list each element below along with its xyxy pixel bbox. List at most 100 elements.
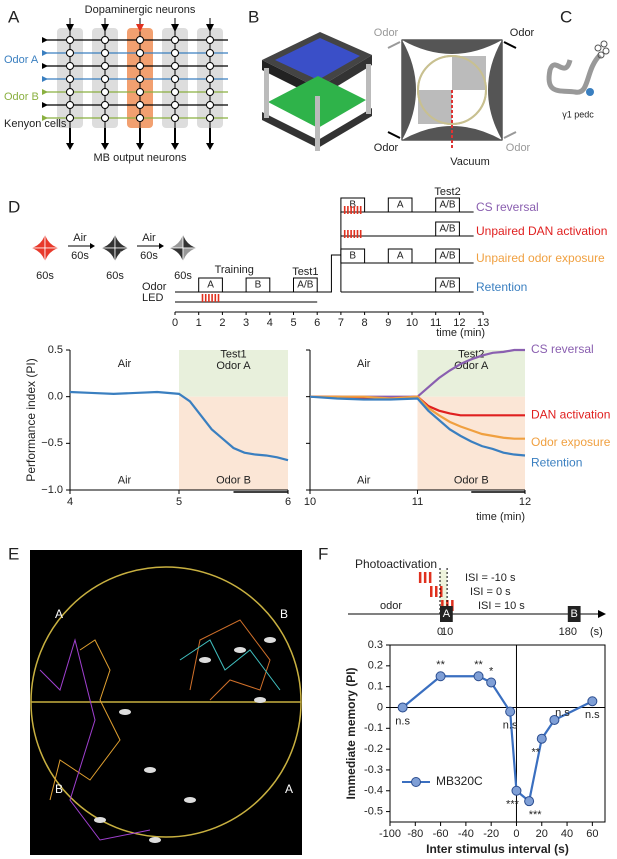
odor-label: odor [380, 600, 402, 612]
time-tick-label: 7 [338, 317, 344, 329]
point [536, 733, 547, 744]
trajectory [189, 619, 271, 701]
odor-box [198, 277, 223, 293]
photo-window [440, 570, 448, 614]
time-tick-label: 11 [430, 317, 441, 329]
odor-box [440, 606, 453, 622]
time-tick-label: 13 [477, 317, 489, 329]
x-tick-label: 11 [412, 496, 423, 508]
tick-label: 10 [441, 626, 453, 638]
series-line [310, 395, 525, 440]
x-tick-label: 5 [176, 496, 182, 508]
shade-odor-a [179, 350, 288, 397]
time-label: time (min) [436, 327, 485, 339]
odor-box-label: A [397, 200, 404, 211]
synapse [171, 62, 179, 70]
led-stripe [359, 206, 362, 214]
air-duration: 60s [71, 250, 89, 262]
synapse [171, 114, 179, 122]
odor-a-label: Odor A [4, 54, 39, 66]
x-tick-label: 40 [561, 828, 573, 840]
row-name: Unpaired DAN activation [476, 224, 607, 238]
odor-label: Odor [510, 27, 535, 39]
odor-box-label: B [255, 280, 262, 291]
led-stripe [343, 230, 346, 238]
quadrant-label: A [188, 251, 195, 262]
panel-label: D [8, 197, 20, 216]
synapse [66, 36, 74, 44]
dan-arrow [136, 24, 144, 32]
arrowhead [90, 243, 95, 249]
flies [94, 637, 276, 843]
synapse [101, 49, 109, 57]
quadrant-label: B [120, 251, 127, 262]
kc-arrow [42, 63, 48, 69]
quadrant [182, 247, 202, 267]
led-stripe [441, 600, 444, 611]
training-label: Training [215, 264, 254, 276]
odor-box [435, 248, 460, 264]
x-tick-label: -40 [458, 828, 474, 840]
synapse [66, 75, 74, 83]
synapse [206, 88, 214, 96]
odor-arrow [387, 131, 401, 139]
row-name: Unpaired odor exposure [476, 251, 605, 265]
quadrant-label: A [55, 607, 63, 621]
y-tick-label: 0.1 [368, 681, 383, 693]
synapse [136, 88, 144, 96]
synapse [206, 114, 214, 122]
y-tick-label: 0.5 [48, 344, 63, 356]
x-tick-label: 60 [586, 828, 598, 840]
synapse [101, 114, 109, 122]
x-tick-label: -60 [433, 828, 449, 840]
x-label: Inter stimulus interval (s) [426, 842, 569, 856]
significance: ** [531, 747, 540, 759]
quadrant [452, 56, 486, 90]
arena-circle [417, 55, 487, 125]
mbon-arrow [136, 143, 144, 150]
quadrant-label: A [50, 235, 57, 246]
quadrant [44, 247, 64, 267]
kc-arrow [42, 37, 48, 43]
duration: 60s [36, 270, 54, 282]
significance: *** [529, 809, 543, 821]
synapse [101, 101, 109, 109]
post [264, 68, 269, 118]
led-stripe [204, 294, 207, 302]
time-tick-label: 10 [406, 317, 418, 329]
cell [602, 47, 610, 55]
y-tick-label: -0.1 [364, 722, 383, 734]
dan-arrow [171, 24, 179, 32]
legend-label: MB320C [436, 774, 483, 788]
pedc [586, 88, 594, 96]
synapse [206, 62, 214, 70]
mbon-arrow [206, 143, 214, 150]
significance: ** [474, 659, 483, 671]
time-tick-label: 6 [314, 317, 320, 329]
quadrant-label: A [172, 235, 179, 246]
odor-box [293, 277, 318, 293]
odor-box [567, 606, 581, 622]
x-tick-label: -100 [379, 828, 401, 840]
series-label: Retention [531, 456, 582, 470]
neuron-label: γ1 pedc [562, 109, 594, 119]
led-stripe [423, 572, 427, 583]
synapse [206, 75, 214, 83]
led-row-label: LED [142, 292, 163, 304]
odor-box-label: A/B [439, 251, 455, 262]
odor-label: Odor [374, 27, 399, 39]
y-label: Immediate memory (PI) [344, 667, 358, 799]
series-line [69, 390, 289, 462]
synapse [171, 101, 179, 109]
row-name: CS reversal [476, 200, 539, 214]
quadrant-label: A [50, 251, 57, 262]
mbon-arrow [101, 143, 109, 150]
x-tick-label: -20 [483, 828, 499, 840]
kc-arrow [42, 50, 48, 56]
y-tick-label: 0 [377, 701, 383, 713]
synapse [206, 101, 214, 109]
quadrant-label: B [120, 235, 127, 246]
odor-arrow [503, 41, 517, 49]
odor-box-label: A/B [297, 280, 313, 291]
quadrant-label: B [104, 251, 111, 262]
